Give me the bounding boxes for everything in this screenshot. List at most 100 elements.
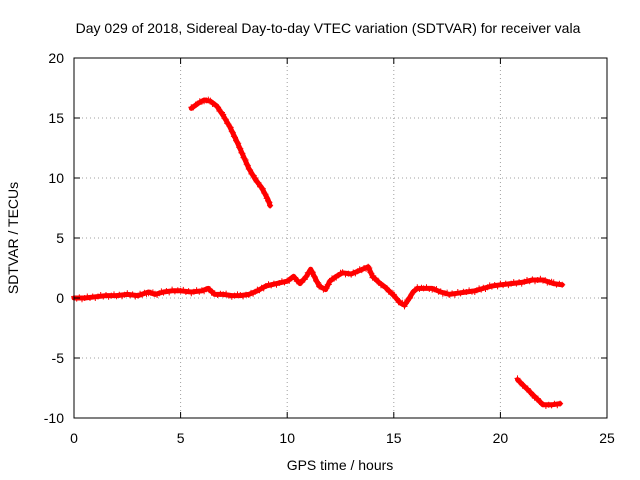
data-point (108, 292, 115, 299)
series-band (188, 97, 273, 209)
data-point (236, 144, 243, 151)
x-tick-label: 10 (279, 430, 295, 446)
data-point (265, 198, 272, 205)
data-point (534, 277, 541, 283)
data-point (127, 292, 133, 299)
data-point (394, 295, 400, 302)
series-band (71, 264, 565, 308)
series-upper-arc (188, 96, 274, 209)
data-point (342, 271, 349, 278)
data-point (420, 285, 427, 292)
x-axis-label: GPS time / hours (287, 457, 394, 473)
data-point (494, 283, 501, 290)
data-point (528, 389, 535, 396)
data-point (368, 270, 375, 277)
data-point (557, 400, 564, 407)
data-point (238, 149, 245, 156)
data-point (390, 291, 397, 298)
x-tick-label: 5 (177, 430, 185, 446)
data-point (235, 140, 242, 147)
data-point (163, 288, 170, 294)
data-point (372, 275, 379, 282)
data-point (375, 278, 382, 285)
y-tick-label: 20 (48, 50, 64, 66)
data-point (517, 379, 524, 386)
x-tick-label: 25 (599, 430, 615, 446)
axis-ticks: 0 5 10 15 20 25 -10 -5 0 5 10 15 20 (44, 50, 615, 446)
y-tick-label: 10 (48, 170, 64, 186)
data-point (228, 293, 235, 300)
x-tick-label: 20 (493, 430, 509, 446)
grid-lines (74, 58, 607, 418)
data-point (262, 191, 269, 198)
x-tick-label: 0 (70, 430, 78, 446)
data-point (73, 295, 80, 302)
series-main-band (71, 263, 566, 310)
y-tick-label: -5 (52, 350, 65, 366)
data-point (466, 287, 473, 294)
y-tick-label: -10 (44, 410, 64, 426)
data-point (559, 281, 566, 288)
data-point (227, 124, 234, 131)
data-point (402, 300, 409, 307)
data-point (252, 175, 259, 181)
data-point (228, 128, 235, 135)
data-point (345, 270, 352, 277)
data-point (405, 295, 412, 302)
data-point (207, 97, 214, 104)
data-point (258, 184, 265, 191)
data-point (214, 292, 221, 298)
x-tick-label: 15 (386, 430, 402, 446)
data-point (366, 265, 373, 271)
data-point (407, 295, 414, 301)
data-point (310, 273, 317, 280)
data-point (311, 274, 318, 280)
data-series (71, 96, 566, 409)
data-point (247, 167, 254, 173)
data-point (367, 269, 374, 276)
data-point (232, 134, 238, 141)
data-point (532, 278, 538, 285)
data-point (222, 116, 229, 123)
data-point (551, 400, 558, 407)
data-point (325, 281, 332, 288)
data-point (225, 292, 232, 299)
data-point (491, 282, 498, 288)
data-point (401, 303, 408, 310)
data-point (243, 161, 250, 168)
data-point (237, 145, 244, 152)
data-point (270, 280, 277, 287)
data-point (174, 287, 181, 294)
data-point (266, 199, 273, 206)
data-point (323, 285, 330, 292)
data-point (234, 291, 241, 298)
data-point (171, 288, 178, 295)
data-point (524, 385, 531, 392)
data-point (365, 263, 372, 270)
data-point (221, 115, 228, 122)
data-point (242, 157, 249, 163)
data-point (215, 104, 222, 111)
data-point (545, 401, 552, 408)
data-point (241, 155, 248, 162)
data-point (451, 291, 458, 298)
y-tick-label: 15 (48, 110, 64, 126)
data-point (220, 291, 227, 298)
data-point (206, 286, 213, 293)
data-point (230, 133, 237, 140)
data-point (249, 171, 256, 178)
plot-frame (73, 57, 608, 419)
data-point (226, 123, 233, 130)
data-point (514, 375, 521, 382)
data-point (384, 285, 390, 292)
data-point (267, 202, 274, 209)
data-point (553, 281, 560, 288)
data-point (177, 287, 184, 294)
y-axis-label: SDTVAR / TECUs (5, 182, 21, 294)
data-point (105, 293, 112, 300)
data-point (556, 280, 563, 287)
data-point (308, 268, 315, 275)
data-point (524, 277, 530, 283)
data-point (217, 290, 224, 297)
